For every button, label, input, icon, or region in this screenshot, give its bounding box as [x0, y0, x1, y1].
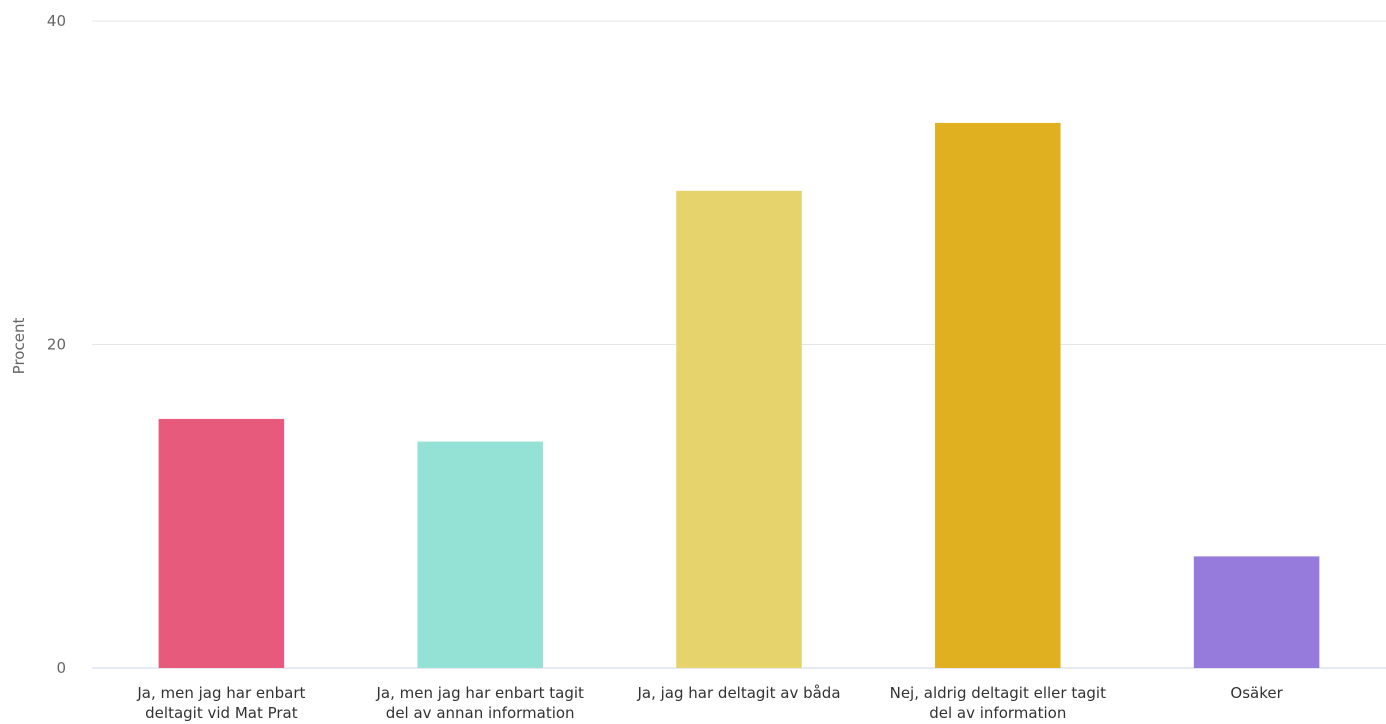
y-tick-label: 0 — [56, 659, 66, 677]
x-tick-label: Ja, men jag har enbart tagit del av annan… — [375, 684, 584, 722]
bar[interactable] — [676, 190, 802, 668]
y-axis-label: Procent — [10, 318, 28, 375]
x-tick-label-line: Ja, jag har deltagit av båda — [636, 684, 840, 702]
x-tick-label: Osäker — [1230, 684, 1283, 702]
x-tick-label-line: Nej, aldrig deltagit eller tagit — [890, 684, 1106, 702]
x-tick-label-line: deltagit vid Mat Prat — [145, 704, 298, 722]
bar[interactable] — [1193, 556, 1320, 668]
bar[interactable] — [158, 418, 285, 668]
x-tick-label-line: del av annan information — [386, 704, 575, 722]
x-axis-tick-labels: Ja, men jag har enbart deltagit vid Mat P… — [136, 684, 1283, 722]
x-tick-label-line: del av information — [929, 704, 1066, 722]
y-tick-label: 20 — [47, 336, 66, 354]
y-axis-ticks: 0 20 40 — [47, 12, 66, 677]
x-tick-label: Ja, jag har deltagit av båda — [636, 684, 840, 702]
x-tick-label-line: Ja, men jag har enbart tagit — [375, 684, 584, 702]
y-tick-label: 40 — [47, 12, 66, 30]
bars — [158, 122, 1320, 669]
bar[interactable] — [417, 441, 543, 668]
x-tick-label-line: Osäker — [1230, 684, 1283, 702]
x-tick-label: Nej, aldrig deltagit eller tagit del av i… — [890, 684, 1106, 722]
x-tick-label: Ja, men jag har enbart deltagit vid Mat P… — [136, 684, 305, 722]
bar[interactable] — [935, 122, 1061, 669]
x-tick-label-line: Ja, men jag har enbart — [136, 684, 305, 702]
